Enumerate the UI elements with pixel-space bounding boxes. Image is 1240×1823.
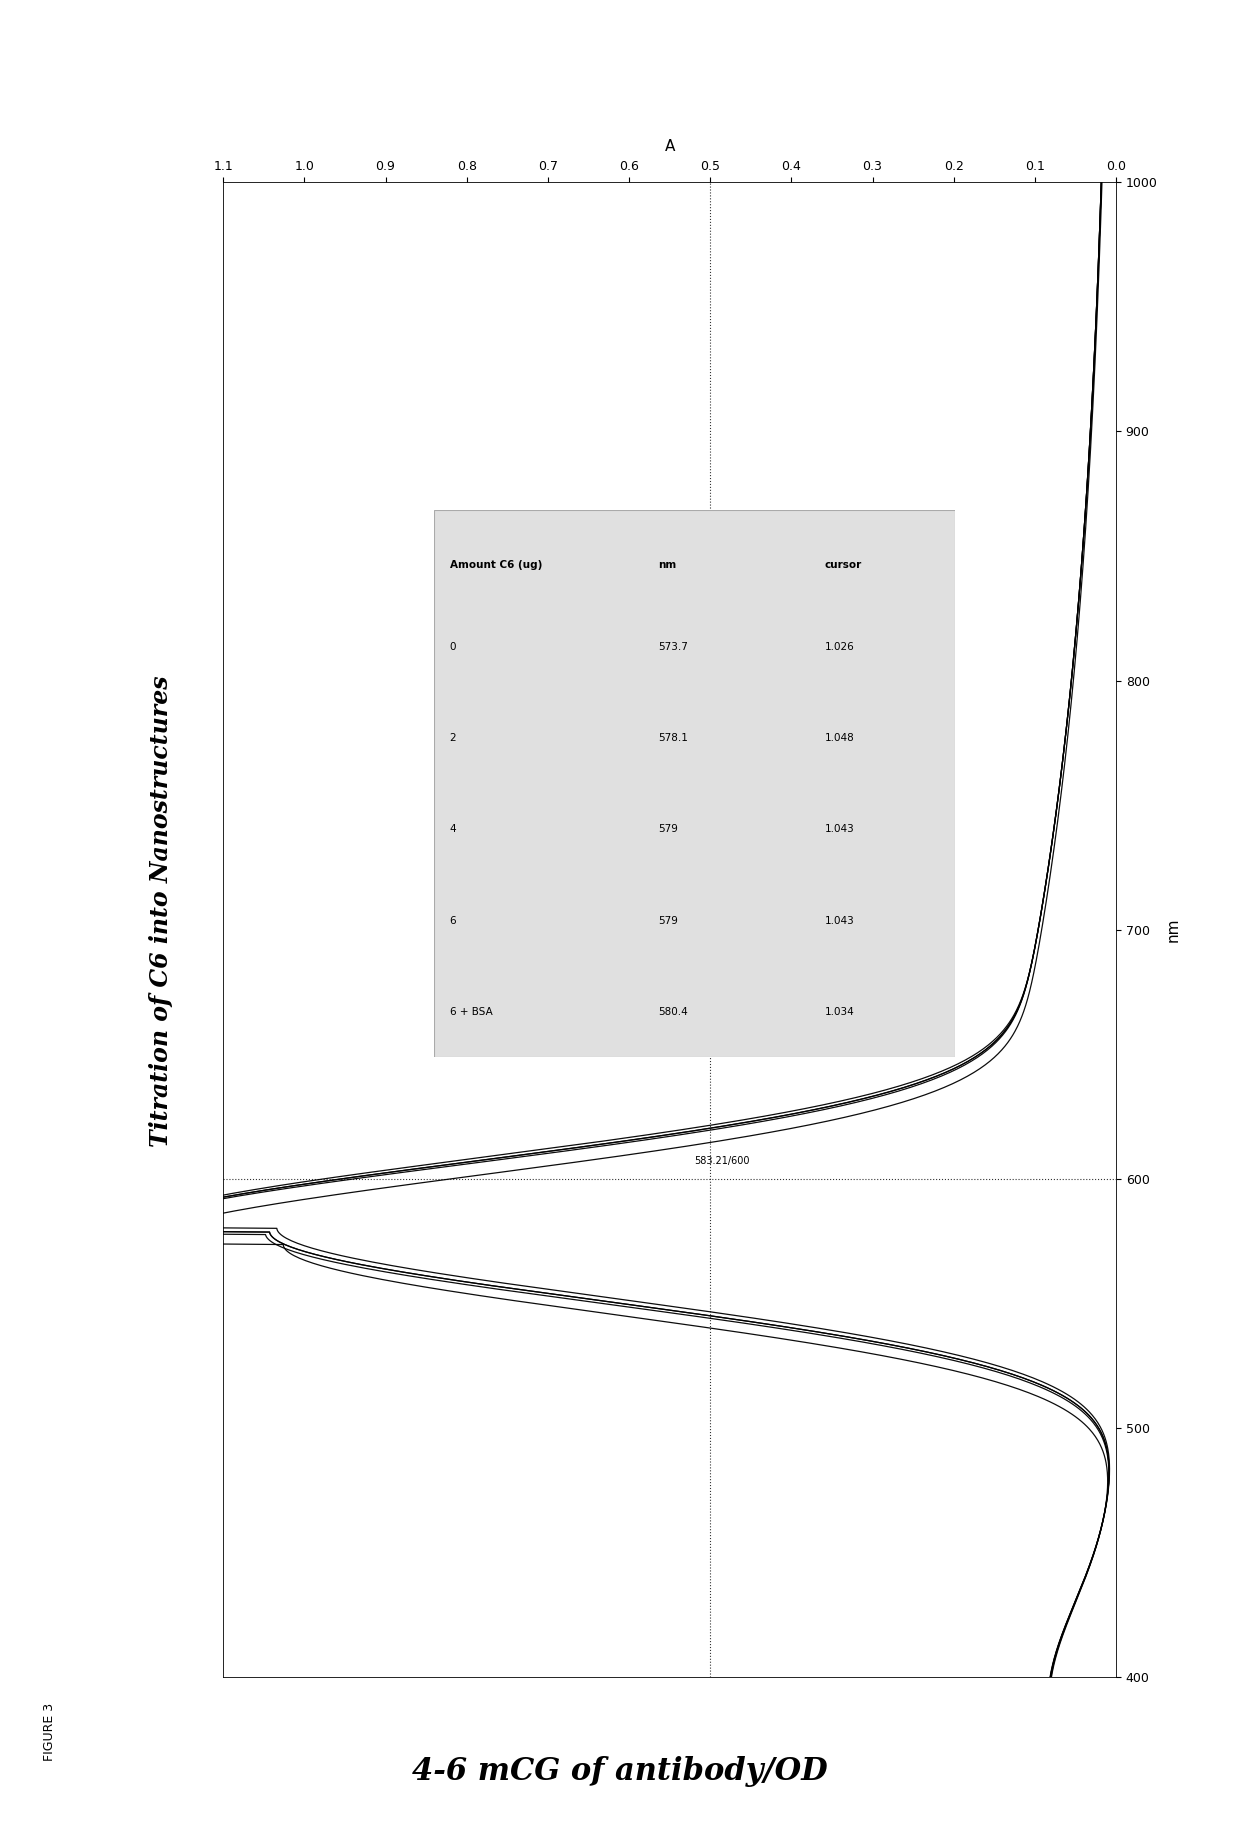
FancyBboxPatch shape [434,510,955,1057]
Text: 6 + BSA: 6 + BSA [450,1006,492,1017]
Text: 2: 2 [450,733,456,744]
Text: 578.1: 578.1 [658,733,688,744]
Text: 4-6 mCG of antibody/OD: 4-6 mCG of antibody/OD [412,1756,828,1787]
Text: 1.026: 1.026 [825,642,854,653]
Text: cursor: cursor [825,560,862,571]
Text: nm: nm [658,560,676,571]
Text: 583.21/600: 583.21/600 [694,1156,749,1167]
Text: Amount C6 (ug): Amount C6 (ug) [450,560,542,571]
Text: 573.7: 573.7 [658,642,688,653]
Text: 1.048: 1.048 [825,733,854,744]
Text: 579: 579 [658,824,678,835]
Text: 1.034: 1.034 [825,1006,854,1017]
X-axis label: A: A [665,139,675,155]
Text: FIGURE 3: FIGURE 3 [43,1703,56,1761]
Text: Titration of C6 into Nanostructures: Titration of C6 into Nanostructures [149,676,174,1147]
Text: 579: 579 [658,915,678,926]
Text: 580.4: 580.4 [658,1006,688,1017]
Text: 4: 4 [450,824,456,835]
Text: 1.043: 1.043 [825,824,854,835]
Text: 1.043: 1.043 [825,915,854,926]
Text: 0: 0 [450,642,456,653]
Text: 6: 6 [450,915,456,926]
Y-axis label: nm: nm [1166,917,1180,942]
